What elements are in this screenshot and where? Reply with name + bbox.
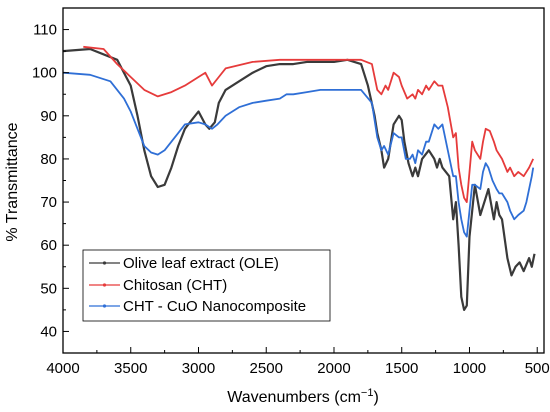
x-tick-label: 1000 [453,360,486,377]
y-tick-label: 80 [40,151,57,168]
series-layer [62,45,536,311]
y-tick-label: 110 [33,22,57,39]
x-tick-label: 4000 [46,360,79,377]
y-tick-label: 50 [40,280,57,297]
legend: Olive leaf extract (OLE) Chitosan (CHT) … [82,249,331,322]
y-tick-label: 40 [40,323,57,340]
x-tick-label: 1500 [385,360,418,377]
x-tick-label: 2000 [317,360,350,377]
legend-box [82,249,331,322]
y-tick-label: 70 [40,194,57,211]
y-tick-label: 90 [40,108,57,125]
x-tick-label: 3500 [114,360,147,377]
x-axis-title-close: ) [373,389,378,406]
series-line-nanocomposite [62,71,535,238]
x-axis-title: Wavenumbers (cm−1) [227,387,379,406]
x-tick-label: 3000 [182,360,215,377]
legend-label-ole: Olive leaf extract (OLE) [123,255,279,272]
x-axis-title-superscript: −1 [361,387,374,399]
series-line-ole [62,47,536,311]
legend-marker-ole [102,261,107,265]
legend-marker-chitosan [102,283,107,287]
x-tick-label: 500 [525,360,550,377]
x-tick-label: 2500 [250,360,283,377]
y-axis: 40 50 60 70 80 90 100 110 [32,22,69,340]
legend-marker-nanocomposite [102,304,107,308]
legend-label-chitosan: Chitosan (CHT) [123,277,227,294]
series-line-chitosan [83,45,535,203]
y-tick-label: 100 [32,65,57,82]
legend-label-nanocomposite: CHT - CuO Nanocomposite [123,298,306,315]
y-tick-label: 60 [40,237,57,254]
y-axis-title: % Transmittance [4,122,21,241]
x-axis-title-text: Wavenumbers (cm [227,389,361,406]
x-axis: 4000 3500 3000 2500 2000 1500 1000 500 [46,347,550,377]
